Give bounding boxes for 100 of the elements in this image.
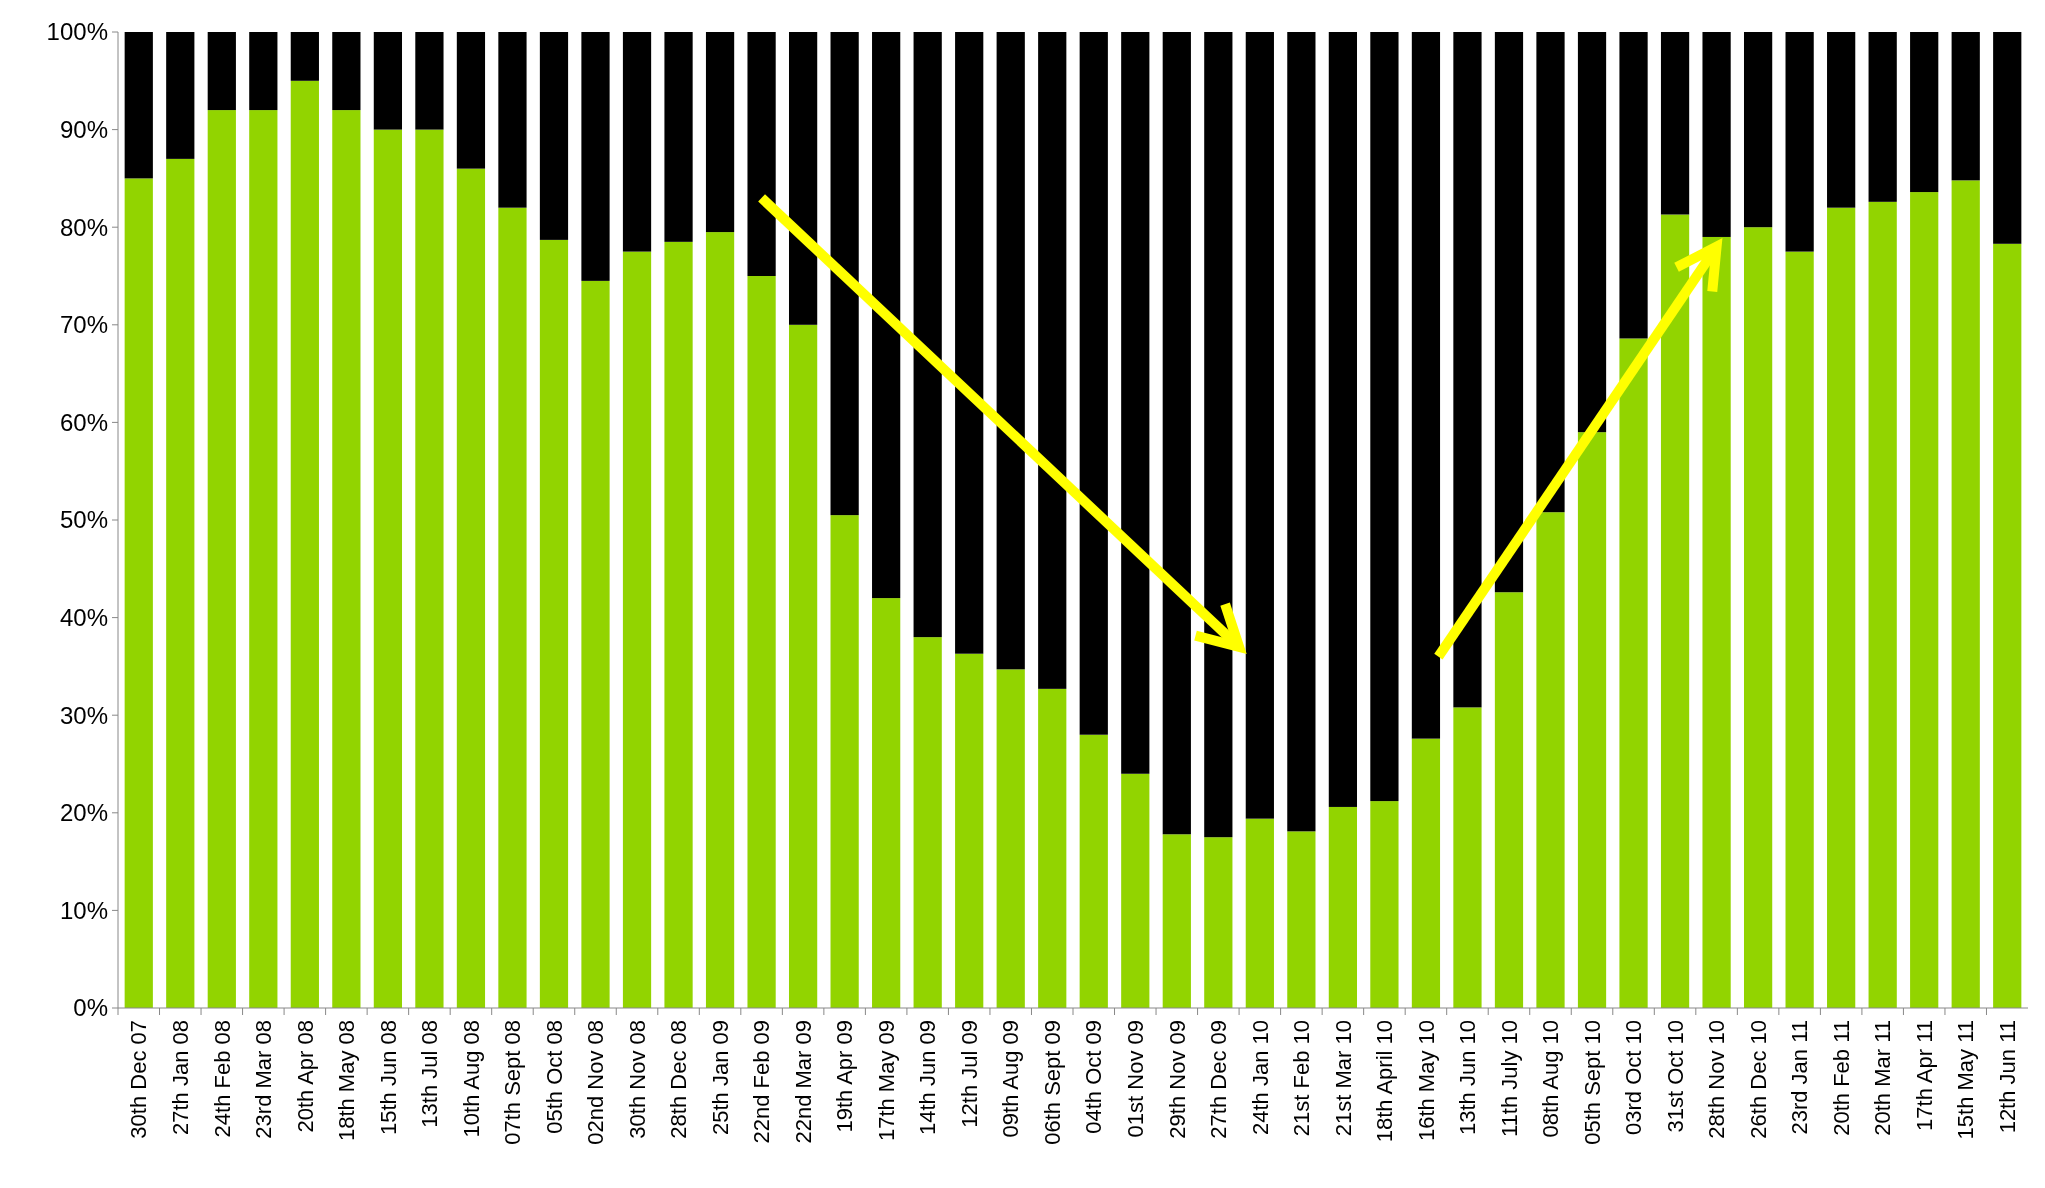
- y-tick-label: 50%: [59, 506, 108, 534]
- bar: [913, 32, 942, 638]
- bar: [166, 158, 195, 1008]
- x-tick-label: 23rd Mar 08: [251, 1020, 277, 1139]
- y-tick-label: 10%: [59, 896, 108, 924]
- x-tick-label: 11th July 10: [1496, 1020, 1522, 1138]
- bar: [1079, 32, 1108, 735]
- bar: [622, 32, 652, 252]
- x-tick-label: 21st Mar 10: [1330, 1020, 1356, 1137]
- bar: [1785, 32, 1814, 252]
- bar: [539, 239, 569, 1008]
- x-tick-label: 05th Sept 10: [1579, 1020, 1605, 1145]
- bar: [1453, 707, 1482, 1008]
- bar: [456, 32, 486, 169]
- bar: [996, 32, 1025, 670]
- bar: [290, 80, 319, 1008]
- bar: [705, 32, 735, 233]
- x-tick-label: 06th Sept 09: [1039, 1020, 1065, 1145]
- x-tick-label: 15th May 11: [1953, 1020, 1979, 1140]
- bar: [581, 32, 610, 281]
- bar: [249, 32, 278, 111]
- x-tick-label: 27th Jan 08: [167, 1020, 193, 1135]
- bar: [581, 280, 610, 1008]
- x-tick-label: 14th Jun 09: [915, 1020, 941, 1135]
- x-tick-label: 18th May 08: [334, 1020, 360, 1142]
- y-tick-label: 20%: [59, 799, 108, 827]
- bar: [1536, 32, 1565, 513]
- bar: [249, 110, 278, 1008]
- x-tick-label: 17th May 09: [873, 1020, 899, 1142]
- y-tick-label: 100%: [46, 18, 108, 46]
- x-tick-label: 18th April 10: [1372, 1020, 1398, 1143]
- x-tick-label: 30th Dec 07: [126, 1020, 152, 1139]
- bar: [1536, 512, 1565, 1008]
- y-tick-label: 60%: [59, 408, 108, 436]
- bar: [955, 32, 984, 654]
- x-tick-label: 22nd Feb 09: [749, 1020, 775, 1144]
- bar: [1370, 801, 1399, 1008]
- bar: [1079, 734, 1108, 1008]
- bar: [1743, 227, 1773, 1008]
- y-tick-label: 0%: [73, 994, 108, 1022]
- bar: [1993, 243, 2022, 1008]
- x-tick-label: 31st Oct 10: [1662, 1020, 1688, 1133]
- bar: [1577, 32, 1607, 433]
- bar: [1038, 688, 1067, 1008]
- x-tick-label: 02nd Nov 08: [583, 1020, 609, 1145]
- bar: [1121, 32, 1150, 774]
- x-tick-label: 27th Dec 09: [1206, 1020, 1232, 1139]
- y-tick-label: 90%: [59, 116, 108, 143]
- x-tick-label: 29th Nov 09: [1164, 1020, 1190, 1139]
- x-tick-label: 24th Feb 08: [209, 1020, 235, 1138]
- bar: [373, 129, 403, 1008]
- bar: [664, 32, 693, 242]
- bar: [207, 32, 236, 111]
- x-tick-label: 19th Apr 09: [832, 1020, 858, 1133]
- bar: [1951, 180, 1980, 1008]
- bar: [747, 276, 776, 1008]
- bar: [124, 178, 153, 1008]
- bar: [207, 110, 236, 1008]
- bar: [1619, 338, 1648, 1008]
- bar: [290, 32, 319, 81]
- bar: [1370, 32, 1399, 802]
- x-tick-label: 23rd Jan 11: [1787, 1020, 1813, 1135]
- bar: [1162, 32, 1191, 835]
- bar: [1287, 32, 1316, 832]
- y-tick-label: 70%: [59, 311, 108, 339]
- y-tick-label: 80%: [59, 213, 108, 241]
- bar: [373, 32, 403, 130]
- x-tick-label: 15th Jun 08: [375, 1020, 401, 1135]
- x-tick-label: 07th Sept 08: [500, 1020, 526, 1145]
- bar: [830, 515, 859, 1008]
- y-tick-label: 40%: [59, 604, 108, 631]
- bar: [788, 324, 818, 1008]
- bar: [415, 32, 444, 130]
- bar: [1204, 837, 1233, 1008]
- bar: [1411, 32, 1441, 739]
- bar: [1993, 32, 2022, 244]
- bar: [1910, 32, 1939, 193]
- bar: [830, 32, 859, 516]
- bar: [498, 32, 527, 208]
- bar: [1245, 32, 1274, 819]
- bar: [1577, 432, 1607, 1008]
- x-tick-label: 09th Aug 09: [998, 1020, 1024, 1138]
- x-tick-label: 04th Oct 09: [1081, 1020, 1107, 1134]
- bar: [1287, 831, 1316, 1008]
- bar: [456, 168, 486, 1008]
- x-tick-label: 08th Aug 10: [1538, 1020, 1564, 1138]
- x-tick-label: 10th Aug 08: [458, 1020, 484, 1138]
- bar: [1494, 32, 1524, 593]
- bar: [1660, 32, 1690, 215]
- bar: [1121, 773, 1150, 1008]
- bar: [747, 32, 776, 276]
- bar: [1910, 192, 1939, 1008]
- bar: [1328, 806, 1357, 1008]
- x-tick-label: 17th Apr 11: [1911, 1020, 1937, 1131]
- x-tick-label: 12th Jul 09: [956, 1020, 982, 1128]
- bar: [498, 207, 527, 1008]
- bar: [872, 32, 901, 599]
- bar: [539, 32, 569, 240]
- x-tick-label: 28th Nov 10: [1704, 1020, 1730, 1139]
- x-tick-label: 03rd Oct 10: [1621, 1020, 1647, 1135]
